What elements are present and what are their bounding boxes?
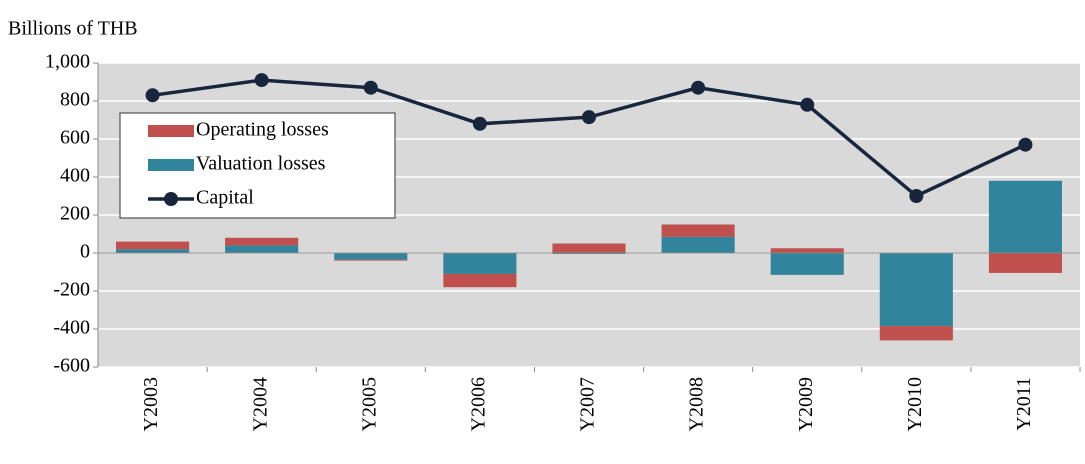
legend-label: Capital [196, 187, 254, 209]
legend-marker [164, 192, 178, 206]
y-tick-label: 800 [60, 89, 90, 111]
axes: -600 -400 -200 0 200 400 600 800 1,000 Y2003 Y2004… [45, 51, 1081, 431]
bar [225, 245, 299, 253]
y-tick-label: 600 [60, 127, 90, 149]
bar [443, 253, 517, 274]
line-point [691, 80, 706, 95]
y-tick-label: 400 [60, 165, 90, 187]
bar [988, 253, 1062, 273]
line-point [800, 97, 815, 112]
legend-swatch [148, 125, 194, 137]
bar [770, 253, 844, 275]
line-point [472, 116, 487, 131]
line-point [363, 80, 378, 95]
bar [116, 249, 190, 253]
bar [443, 273, 517, 288]
bar [225, 237, 299, 246]
bar [661, 224, 735, 237]
y-tick-label: -600 [53, 355, 90, 377]
line-point [1018, 137, 1033, 152]
bar [552, 243, 626, 253]
line-point [254, 73, 269, 88]
y-tick-label: -400 [53, 317, 90, 339]
x-tick-label: Y2008 [686, 377, 708, 431]
bar [770, 248, 844, 253]
y-tick-label: 0 [80, 241, 90, 263]
line-point [145, 88, 160, 103]
x-tick-label: Y2010 [904, 377, 926, 431]
legend-label: Operating losses [196, 119, 329, 141]
chart-title: Billions of THB [8, 18, 138, 40]
bar [334, 253, 408, 260]
bar [879, 326, 953, 341]
y-tick-label: 1,000 [45, 51, 90, 73]
x-tick-label: Y2003 [140, 377, 162, 431]
x-tick-label: Y2007 [577, 377, 599, 431]
x-tick-label: Y2004 [249, 377, 271, 431]
line-point [582, 110, 596, 125]
bar [661, 236, 735, 253]
y-tick-label: 200 [60, 203, 90, 225]
legend-label: Valuation losses [196, 153, 326, 175]
x-tick-label: Y2011 [1013, 377, 1035, 431]
legend: Operating losses Valuation losses Capital [119, 112, 396, 219]
bar [988, 180, 1062, 253]
y-tick-label: -200 [53, 279, 90, 301]
line-point [909, 189, 924, 203]
bar [116, 241, 190, 250]
bar [879, 253, 953, 327]
x-tick-label: Y2009 [795, 377, 817, 431]
x-tick-label: Y2005 [358, 377, 380, 431]
x-tick-label: Y2006 [467, 377, 489, 431]
lines [145, 73, 1033, 203]
legend-swatch [148, 159, 194, 171]
bars [116, 180, 1062, 341]
bar [334, 259, 408, 261]
